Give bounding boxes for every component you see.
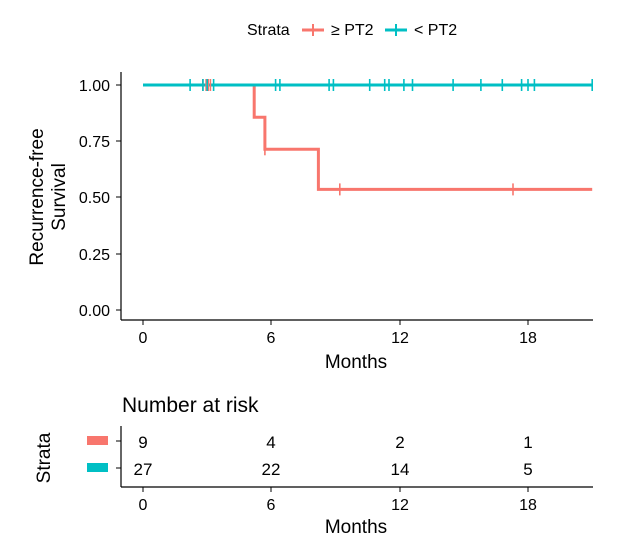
x-axis-title: Months bbox=[325, 352, 387, 373]
y-axis-title-line1: Recurrence-free bbox=[27, 128, 48, 265]
risk-row-swatch-pt2-high bbox=[87, 436, 108, 445]
y-ticks: 1.00 0.75 0.50 0.25 0.00 bbox=[79, 78, 121, 320]
risk-count: 4 bbox=[266, 433, 275, 452]
legend-title: Strata bbox=[247, 22, 290, 39]
y-axis-title-line2: Survival bbox=[49, 163, 70, 231]
risk-x-tick-label: 0 bbox=[139, 497, 148, 514]
risk-row-pt2-low: 27 22 14 5 bbox=[134, 460, 533, 479]
x-ticks: 0 6 12 18 bbox=[139, 320, 537, 347]
risk-row-swatch-pt2-low bbox=[87, 463, 108, 472]
risk-row-pt2-high: 9 4 2 1 bbox=[138, 433, 532, 452]
risk-table-strata-label: Strata bbox=[34, 432, 55, 483]
risk-x-tick-label: 6 bbox=[267, 497, 276, 514]
risk-x-axis-title: Months bbox=[325, 517, 387, 538]
survival-curve-pt2-high bbox=[143, 83, 593, 191]
x-tick-label: 12 bbox=[391, 330, 409, 347]
legend-entry-pt2-low: < PT2 bbox=[414, 22, 457, 39]
risk-count: 5 bbox=[523, 460, 532, 479]
risk-count: 27 bbox=[134, 460, 153, 479]
x-tick-label: 18 bbox=[519, 330, 537, 347]
survival-series bbox=[143, 79, 594, 196]
risk-count: 22 bbox=[262, 460, 281, 479]
survival-plot: 1.00 0.75 0.50 0.25 0.00 0 6 12 18 Month… bbox=[27, 72, 594, 373]
y-tick-label: 0.25 bbox=[79, 247, 110, 264]
legend-entry-pt2-high: ≥ PT2 bbox=[331, 22, 374, 39]
risk-table-title: Number at risk bbox=[122, 394, 259, 417]
legend: Strata ≥ PT2 < PT2 bbox=[247, 22, 457, 39]
risk-count: 1 bbox=[523, 433, 532, 452]
legend-key-pt2-high bbox=[302, 24, 324, 36]
legend-key-pt2-low bbox=[385, 24, 407, 36]
y-tick-label: 1.00 bbox=[79, 78, 110, 95]
x-tick-label: 6 bbox=[267, 330, 276, 347]
risk-count: 2 bbox=[395, 433, 404, 452]
risk-table: Number at risk Strata 9 4 2 1 27 22 14 5… bbox=[34, 394, 593, 538]
y-tick-label: 0.00 bbox=[79, 303, 110, 320]
risk-x-tick-label: 18 bbox=[519, 497, 537, 514]
y-tick-label: 0.50 bbox=[79, 190, 110, 207]
risk-x-tick-label: 12 bbox=[391, 497, 409, 514]
risk-count: 14 bbox=[391, 460, 410, 479]
risk-count: 9 bbox=[138, 433, 147, 452]
x-tick-label: 0 bbox=[139, 330, 148, 347]
y-tick-label: 0.75 bbox=[79, 134, 110, 151]
